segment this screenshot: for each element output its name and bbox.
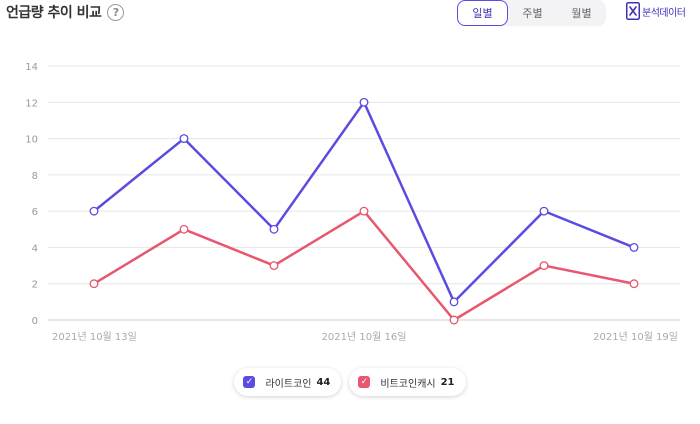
- y-tick-label: 8: [32, 171, 38, 182]
- chart-legend: ✓ 라이트코인 44 ✓ 비트코인캐시 21: [0, 368, 700, 396]
- legend-label: 비트코인캐시: [380, 378, 436, 390]
- data-point: [359, 206, 369, 216]
- data-point: [449, 297, 459, 307]
- checkbox-checked-icon: ✓: [358, 376, 371, 388]
- data-point: [359, 97, 369, 107]
- tab-monthly[interactable]: 월별: [571, 7, 592, 20]
- data-point: [449, 315, 459, 325]
- data-point: [539, 206, 549, 216]
- chart-header: 언급량 추이 비교 ? 일별 주별 월별 분석데이터: [0, 0, 700, 28]
- y-tick-label: 0: [32, 316, 38, 327]
- line-chart: 0 2 4 6 8 10 12 14 2021년 10월 13일 2021년 10월 16일 202…: [25, 62, 680, 343]
- period-tabs: 일별 주별 월별: [457, 0, 606, 26]
- legend-count: 21: [440, 376, 455, 388]
- data-point: [269, 224, 279, 234]
- data-point: [179, 134, 189, 144]
- export-data-button[interactable]: 분석데이터: [626, 2, 686, 20]
- data-point: [179, 224, 189, 234]
- title-group: 언급량 추이 비교 ?: [6, 2, 125, 22]
- y-tick-label: 4: [32, 243, 38, 254]
- data-point: [629, 242, 639, 252]
- legend-item-litecoin[interactable]: ✓ 라이트코인 44: [234, 368, 342, 396]
- legend-item-bitcoin-cash[interactable]: ✓ 비트코인캐시 21: [349, 368, 466, 396]
- excel-icon: [626, 2, 640, 20]
- x-tick-label: 2021년 10월 16일: [322, 331, 407, 343]
- y-tick-label: 14: [25, 62, 38, 73]
- question-circle-icon[interactable]: ?: [107, 3, 125, 21]
- tab-weekly[interactable]: 주별: [522, 7, 543, 20]
- legend-count: 44: [316, 376, 331, 388]
- data-point: [269, 261, 279, 271]
- checkbox-checked-icon: ✓: [243, 376, 256, 388]
- chart-title: 언급량 추이 비교: [6, 5, 102, 21]
- x-tick-label: 2021년 10월 13일: [52, 331, 137, 343]
- y-tick-label: 10: [25, 135, 38, 146]
- y-tick-label: 12: [25, 98, 38, 109]
- data-point: [89, 279, 99, 289]
- export-data-label: 분석데이터: [642, 7, 686, 19]
- y-tick-label: 6: [32, 207, 38, 218]
- x-tick-label: 2021년 10월 19일: [593, 331, 678, 343]
- data-point: [629, 279, 639, 289]
- tab-daily[interactable]: 일별: [457, 0, 508, 26]
- series-line-litecoin: [93, 101, 635, 304]
- data-point: [89, 206, 99, 216]
- data-point: [539, 261, 549, 271]
- legend-label: 라이트코인: [265, 378, 312, 390]
- series-line-bitcoin-cash: [93, 209, 635, 322]
- y-tick-label: 2: [32, 280, 38, 291]
